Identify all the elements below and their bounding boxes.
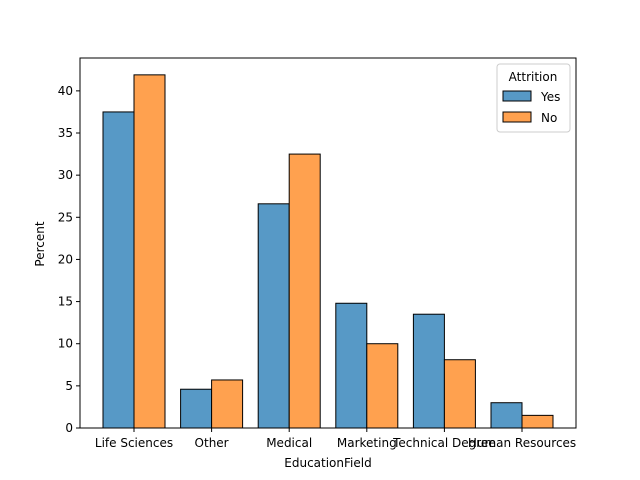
x-tick-label: Marketing bbox=[337, 436, 397, 450]
bar-no-marketing bbox=[366, 343, 399, 429]
plot-frame bbox=[79, 57, 577, 429]
x-tick-label: Life Sciences bbox=[95, 436, 173, 450]
bar-yes-marketing bbox=[335, 302, 368, 429]
legend-swatch-no bbox=[502, 111, 532, 123]
y-axis-label: Percent bbox=[33, 221, 47, 266]
x-tick-label: Human Resources bbox=[468, 436, 576, 450]
bar-yes-life-sciences bbox=[102, 111, 135, 429]
y-tick-label: 15 bbox=[58, 295, 73, 309]
y-tick-label: 5 bbox=[65, 379, 73, 393]
bar-yes-human-resources bbox=[490, 402, 523, 429]
legend-entries: Yes No bbox=[502, 90, 560, 125]
bar-yes-technical-degree bbox=[412, 313, 445, 429]
y-tick-label: 35 bbox=[58, 126, 73, 140]
bar-yes-medical bbox=[257, 203, 290, 429]
bar-no-technical-degree bbox=[443, 359, 476, 429]
bar-no-life-sciences bbox=[133, 74, 166, 429]
x-tick-label: Medical bbox=[266, 436, 312, 450]
legend-title: Attrition bbox=[509, 70, 558, 84]
y-tick-label: 20 bbox=[58, 252, 73, 266]
legend: Attrition Yes No bbox=[496, 63, 571, 133]
legend-swatch-yes bbox=[502, 90, 532, 102]
y-tick-label: 25 bbox=[58, 210, 73, 224]
y-tick-label: 10 bbox=[58, 337, 73, 351]
bar-no-medical bbox=[288, 153, 321, 429]
bar-yes-other bbox=[180, 388, 213, 429]
y-tick-label: 40 bbox=[58, 84, 73, 98]
bars-group bbox=[102, 74, 554, 429]
bar-no-human-resources bbox=[521, 414, 554, 429]
legend-label-yes: Yes bbox=[540, 90, 560, 104]
y-tick-label: 0 bbox=[65, 421, 73, 435]
y-tick-label: 30 bbox=[58, 168, 73, 182]
x-tick-label: Other bbox=[195, 436, 229, 450]
legend-label-no: No bbox=[541, 111, 557, 125]
x-tick-label: Technical Degree bbox=[392, 436, 496, 450]
bar-no-other bbox=[211, 379, 244, 429]
x-axis-label: EducationField bbox=[284, 456, 371, 470]
x-axis: Life Sciences Other Medical MarketingTechni… bbox=[95, 428, 576, 450]
y-axis: 0 5 10 15 20 25 30 35 40 bbox=[58, 84, 80, 435]
